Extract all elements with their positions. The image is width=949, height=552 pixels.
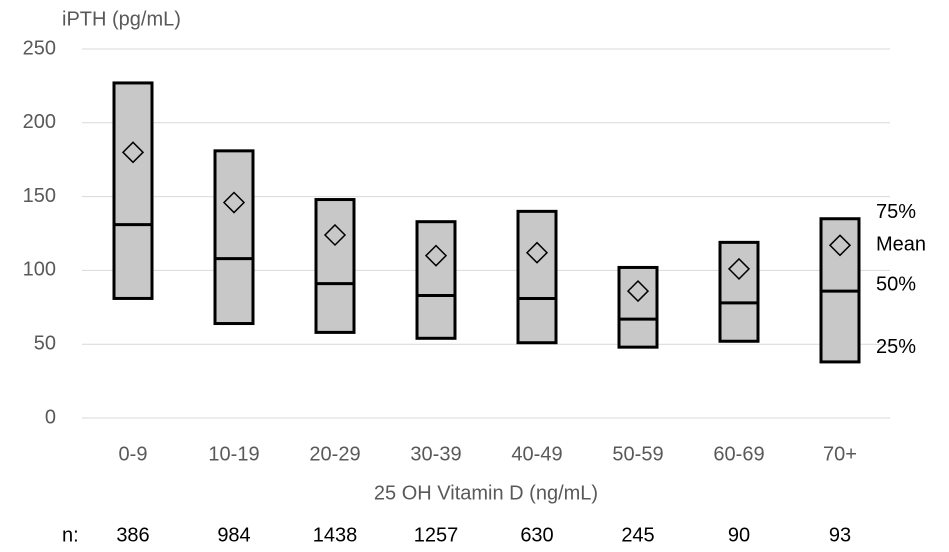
x-tick-label: 50-59 (612, 443, 663, 465)
n-value: 386 (116, 524, 149, 546)
mean-marker (323, 223, 347, 247)
y-tick-label: 250 (23, 37, 56, 59)
n-label: n: (62, 524, 79, 546)
y-tick-label: 150 (23, 185, 56, 207)
n-value: 984 (217, 524, 250, 546)
y-tick-label: 0 (45, 406, 56, 428)
mean-marker (626, 280, 650, 303)
box (314, 198, 356, 334)
n-value: 630 (520, 524, 553, 546)
x-tick-label: 30-39 (410, 443, 461, 465)
y-axis-title: iPTH (pg/mL) (62, 8, 181, 30)
x-axis-title: 25 OH Vitamin D (ng/mL) (374, 482, 598, 504)
box (112, 81, 154, 300)
y-tick-label: 100 (23, 259, 56, 281)
x-tick-label: 60-69 (713, 443, 764, 465)
annotation: 50% (876, 273, 916, 295)
box (617, 265, 659, 349)
mean-marker (424, 244, 448, 267)
box (516, 209, 558, 345)
annotation: 75% (876, 201, 916, 223)
n-value: 93 (829, 524, 851, 546)
annotation: Mean (876, 234, 926, 256)
mean-marker (525, 241, 549, 264)
y-tick-label: 50 (34, 332, 56, 354)
x-tick-label: 70+ (823, 443, 857, 465)
annotation: 25% (876, 336, 916, 358)
n-value: 1438 (313, 524, 358, 546)
box (718, 240, 760, 343)
mean-marker (828, 234, 852, 257)
box (415, 220, 457, 340)
x-tick-label: 40-49 (511, 443, 562, 465)
x-tick-label: 10-19 (208, 443, 259, 465)
x-tick-label: 0-9 (119, 443, 148, 465)
n-value: 90 (728, 524, 750, 546)
mean-marker (222, 191, 246, 214)
n-value: 1257 (414, 524, 459, 546)
mean-marker (121, 141, 145, 164)
x-tick-label: 20-29 (309, 443, 360, 465)
box (213, 149, 255, 326)
n-value: 245 (621, 524, 654, 546)
mean-marker (727, 257, 751, 280)
y-tick-label: 200 (23, 111, 56, 133)
